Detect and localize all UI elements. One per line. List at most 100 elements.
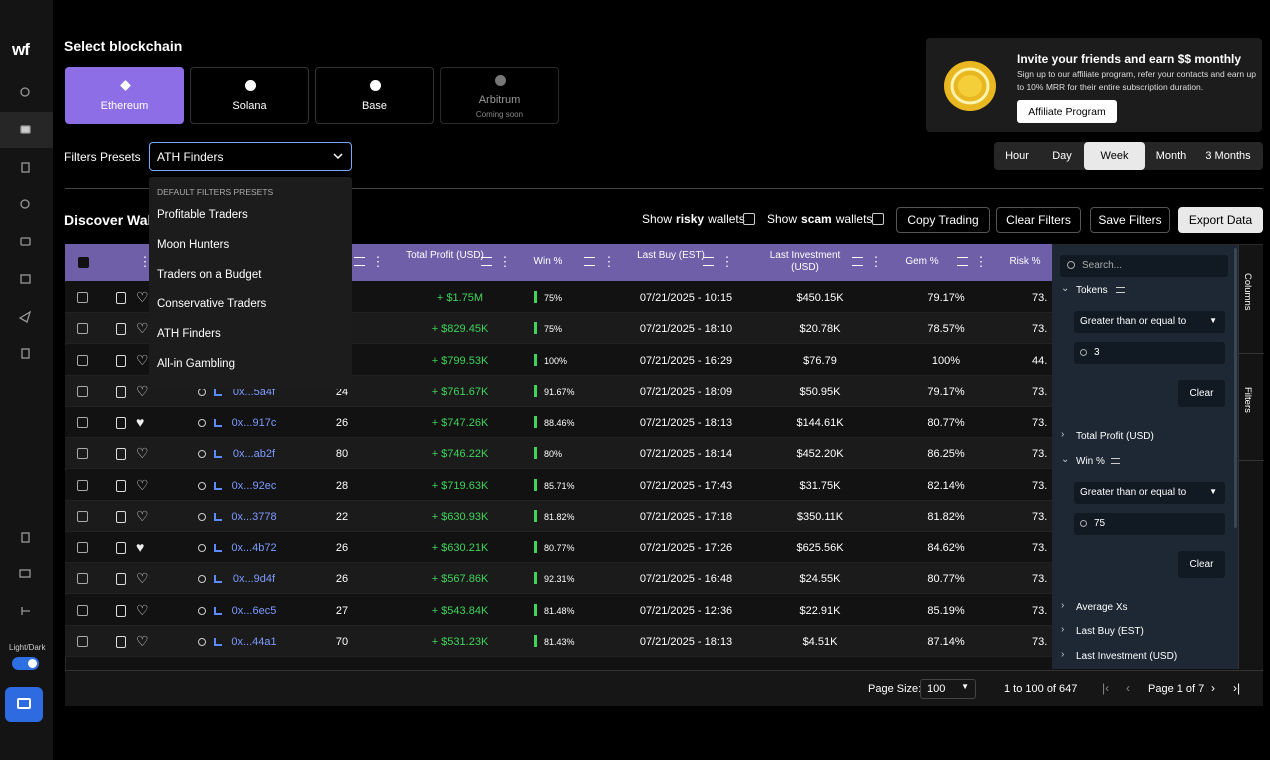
favorite-icon[interactable]: ♡ [136, 601, 149, 618]
column-filter[interactable] [852, 257, 863, 266]
row-checkbox[interactable] [77, 604, 88, 616]
filter-input[interactable]: 75 [1074, 512, 1225, 535]
logout-icon[interactable] [21, 607, 30, 615]
panel-search[interactable]: Search... [1060, 255, 1228, 277]
copy-icon[interactable] [116, 510, 126, 523]
table-row[interactable]: ♡ 0x...6ec5 27 + $543.84K 81.48% 07/21/2025 -… [65, 594, 1052, 626]
favorite-icon[interactable]: ♥ [136, 539, 145, 555]
filter-group[interactable]: Last Investment (USD) [1076, 650, 1178, 662]
column-menu[interactable]: ⋮ [138, 254, 152, 269]
copy-icon[interactable] [116, 635, 126, 648]
copy-icon[interactable] [116, 323, 126, 336]
wallet-address[interactable]: 0x...6ec5 [231, 604, 277, 617]
favorite-icon[interactable]: ♡ [136, 351, 149, 368]
favorite-icon[interactable]: ♡ [136, 289, 149, 305]
column-header[interactable]: Win % [533, 256, 563, 267]
preset-option[interactable]: Conservative Traders [157, 298, 267, 311]
wallet-icon[interactable] [20, 125, 31, 134]
favorite-icon[interactable]: ♡ [136, 320, 149, 337]
column-menu[interactable]: ⋮ [371, 254, 385, 269]
table-row[interactable]: ♡ 0x...9d4f 26 + $567.86K 92.31% 07/21/2025 -… [65, 563, 1052, 595]
next-page[interactable]: › [1211, 681, 1215, 695]
copy-icon[interactable] [116, 448, 126, 461]
search-icon[interactable] [20, 87, 30, 97]
wallet-address[interactable]: 0x...44a1 [231, 635, 277, 648]
favorite-icon[interactable]: ♡ [136, 507, 149, 524]
table-row[interactable]: ♡ 0x...ab2f 80 + $746.22K 80% 07/21/2025 - 18… [65, 438, 1052, 470]
toolbar-button[interactable]: Export Data [1178, 207, 1263, 233]
column-menu[interactable]: ⋮ [602, 254, 616, 269]
wallet-address[interactable]: 0x...92ec [231, 479, 277, 492]
book-icon[interactable] [21, 532, 30, 543]
column-header[interactable]: Last Investment (USD) [769, 250, 841, 273]
row-checkbox[interactable] [77, 323, 88, 335]
db-icon[interactable] [20, 237, 31, 246]
column-menu[interactable]: ⋮ [720, 254, 734, 269]
copy-icon[interactable] [116, 417, 126, 429]
send-icon[interactable] [18, 310, 32, 323]
table-row[interactable]: ♡ 0x...5a4f 24 + $761.67K 91.67% 07/21/2025 -… [65, 375, 1052, 407]
favorite-icon[interactable]: ♡ [136, 570, 149, 587]
preset-option[interactable]: All-in Gambling [157, 358, 235, 370]
column-menu[interactable]: ⋮ [498, 254, 512, 269]
filter-group[interactable]: Win % [1076, 455, 1105, 467]
column-header[interactable]: Gem % [905, 256, 939, 267]
period-tab[interactable]: Week [1084, 142, 1145, 170]
filter-group[interactable]: Average Xs [1076, 601, 1128, 613]
filters-tab[interactable]: Filters [1242, 387, 1253, 413]
preset-option[interactable]: ATH Finders [157, 328, 221, 341]
wallet-button[interactable] [5, 687, 43, 722]
filter-group[interactable]: Total Profit (USD) [1076, 431, 1154, 442]
row-checkbox[interactable] [77, 542, 88, 553]
checkbox[interactable] [743, 213, 755, 225]
row-checkbox[interactable] [77, 292, 88, 303]
wallet-address[interactable]: 0x...3778 [231, 510, 277, 523]
copy-icon[interactable] [116, 542, 126, 554]
page-size-select[interactable]: 100 ▼ [920, 679, 976, 699]
row-checkbox[interactable] [77, 479, 88, 491]
last-page[interactable]: ›| [1233, 681, 1241, 695]
wallet-address[interactable]: 0x...4b72 [231, 542, 277, 554]
condition-select[interactable]: Greater than or equal to ▼ [1074, 481, 1225, 504]
favorite-icon[interactable]: ♡ [136, 476, 149, 493]
column-filter[interactable] [957, 257, 968, 266]
prev-page[interactable]: ‹ [1126, 681, 1130, 695]
theme-toggle[interactable] [12, 657, 39, 670]
preset-option[interactable]: Profitable Traders [157, 209, 248, 221]
column-menu[interactable]: ⋮ [869, 254, 883, 269]
column-header[interactable]: Last Buy (EST) [637, 250, 705, 261]
column-header[interactable]: Total Profit (USD) [406, 250, 484, 261]
toolbar-button[interactable]: Clear Filters [996, 207, 1081, 233]
column-filter[interactable] [584, 257, 595, 266]
row-checkbox[interactable] [77, 354, 88, 366]
favorite-icon[interactable]: ♡ [136, 632, 149, 649]
condition-select[interactable]: Greater than or equal to ▼ [1074, 311, 1225, 333]
filter-input[interactable]: 3 [1074, 342, 1225, 364]
row-checkbox[interactable] [77, 510, 88, 522]
table-row[interactable]: ♡ 0x...44a1 70 + $531.23K 81.43% 07/21/2025 -… [65, 625, 1052, 657]
file-icon[interactable] [21, 348, 30, 359]
preset-option[interactable]: Traders on a Budget [157, 268, 262, 281]
wallet-address[interactable]: 0x...917c [231, 417, 277, 429]
column-filter[interactable] [354, 257, 365, 266]
logo[interactable]: wf [12, 40, 30, 59]
checkbox[interactable] [872, 213, 884, 225]
favorite-icon[interactable]: ♡ [136, 445, 149, 462]
period-tab[interactable]: Month [1155, 150, 1187, 162]
period-tab[interactable]: 3 Months [1205, 150, 1251, 162]
table-row[interactable]: ♡ 0x...3778 22 + $630.93K 81.82% 07/21/2025 -… [65, 500, 1052, 532]
affiliate-button[interactable]: Affiliate Program [1017, 100, 1117, 123]
header-checkbox[interactable] [78, 257, 89, 268]
group-chevron[interactable]: ⌄ [1061, 453, 1070, 465]
table-row[interactable]: ♥ 0x...917c 26 + $747.26K 88.46% 07/21/2025 -… [65, 407, 1052, 438]
toolbar-button[interactable]: Copy Trading [896, 207, 990, 233]
column-filter[interactable] [481, 257, 492, 266]
chain-button[interactable]: Base [315, 67, 434, 124]
columns-tab[interactable]: Columns [1242, 273, 1253, 311]
copy-icon[interactable] [116, 354, 126, 367]
row-checkbox[interactable] [77, 635, 88, 647]
period-tab[interactable]: Day [1052, 150, 1072, 162]
chain-button[interactable]: Ethereum [65, 67, 184, 124]
group-chevron[interactable]: › [1061, 624, 1065, 635]
group-chevron[interactable]: › [1061, 648, 1065, 660]
